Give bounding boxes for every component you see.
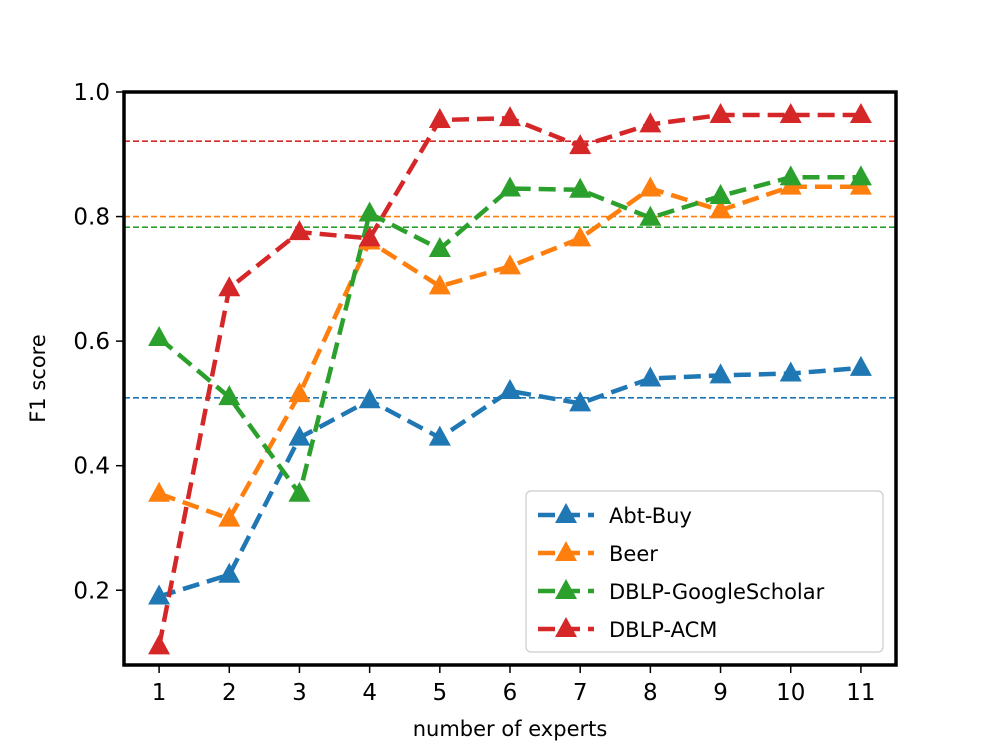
x-axis-label: number of experts: [413, 717, 608, 741]
marker-0-6: [569, 391, 592, 412]
series-line-2: [157, 175, 861, 499]
x-tick-label: 11: [846, 680, 875, 706]
marker-0-10: [849, 355, 872, 376]
marker-3-7: [639, 112, 662, 133]
marker-2-4: [428, 236, 451, 257]
legend-box: [525, 490, 884, 653]
x-tick-label: 5: [432, 680, 447, 706]
legend-label-3: DBLP-ACM: [609, 618, 717, 642]
marker-3-5: [499, 106, 521, 127]
marker-3-1: [218, 276, 241, 297]
legend: Abt-Buy Beer DBLP-GoogleScholar DBLP-ACM: [525, 490, 884, 653]
marker-2-2: [288, 481, 311, 502]
x-tick-label: 1: [152, 680, 167, 706]
marker-0-3: [358, 388, 381, 409]
marker-0-7: [639, 366, 662, 387]
marker-2-0: [148, 326, 171, 347]
y-tick-label: 1.0: [73, 80, 110, 106]
marker-1-7: [639, 176, 662, 197]
marker-3-9: [779, 103, 802, 124]
y-tick-label: 0.2: [73, 578, 110, 604]
marker-3-2: [288, 220, 311, 241]
marker-1-8: [709, 198, 732, 219]
legend-label-1: Beer: [609, 542, 658, 566]
marker-0-9: [779, 361, 802, 382]
y-axis-ticks: 0.2 0.4 0.6 0.8 1.0: [73, 80, 124, 604]
marker-2-6: [569, 177, 592, 198]
x-axis-ticks: 1 2 3 4 5 6 7 8 9 10 11: [152, 665, 876, 706]
marker-0-2: [288, 425, 311, 446]
marker-3-8: [709, 103, 732, 124]
x-tick-label: 10: [776, 680, 805, 706]
marker-3-3: [358, 226, 381, 247]
marker-1-1: [218, 506, 241, 527]
legend-label-0: Abt-Buy: [609, 504, 692, 528]
y-tick-label: 0.4: [73, 454, 110, 480]
x-tick-label: 6: [503, 680, 518, 706]
marker-2-1: [218, 385, 241, 406]
marker-2-7: [639, 205, 662, 226]
x-tick-label: 7: [573, 680, 588, 706]
x-tick-label: 4: [362, 680, 377, 706]
marker-1-5: [499, 254, 521, 275]
marker-0-8: [709, 363, 732, 384]
x-tick-label: 8: [643, 680, 658, 706]
y-tick-label: 0.6: [73, 329, 110, 355]
marker-0-4: [428, 425, 451, 446]
marker-3-6: [569, 134, 592, 155]
marker-1-0: [148, 481, 171, 502]
marker-3-10: [849, 103, 872, 124]
series-line-1: [158, 184, 861, 522]
series-markers: [148, 103, 872, 655]
legend-marker-3: [555, 617, 577, 637]
legend-marker-0: [555, 503, 577, 523]
marker-2-10: [849, 165, 872, 186]
x-tick-label: 3: [292, 680, 307, 706]
y-axis-label: F1 score: [26, 334, 50, 423]
marker-3-4: [428, 108, 451, 129]
series-line-0: [158, 365, 862, 599]
marker-2-8: [709, 184, 732, 205]
marker-1-6: [569, 226, 592, 247]
baseline-lines: [124, 140, 896, 399]
marker-0-1: [218, 562, 241, 583]
marker-2-9: [779, 165, 802, 186]
marker-1-4: [428, 274, 451, 295]
marker-2-5: [499, 176, 521, 197]
legend-marker-2: [555, 579, 577, 599]
marker-3-0: [148, 634, 171, 655]
marker-2-3: [358, 201, 381, 222]
y-tick-label: 0.8: [73, 205, 110, 231]
legend-label-2: DBLP-GoogleScholar: [609, 580, 825, 604]
x-tick-label: 9: [713, 680, 728, 706]
legend-marker-1: [555, 541, 577, 561]
marker-1-2: [288, 382, 311, 403]
x-tick-label: 2: [222, 680, 237, 706]
marker-0-5: [499, 378, 521, 399]
marker-0-0: [148, 584, 171, 605]
